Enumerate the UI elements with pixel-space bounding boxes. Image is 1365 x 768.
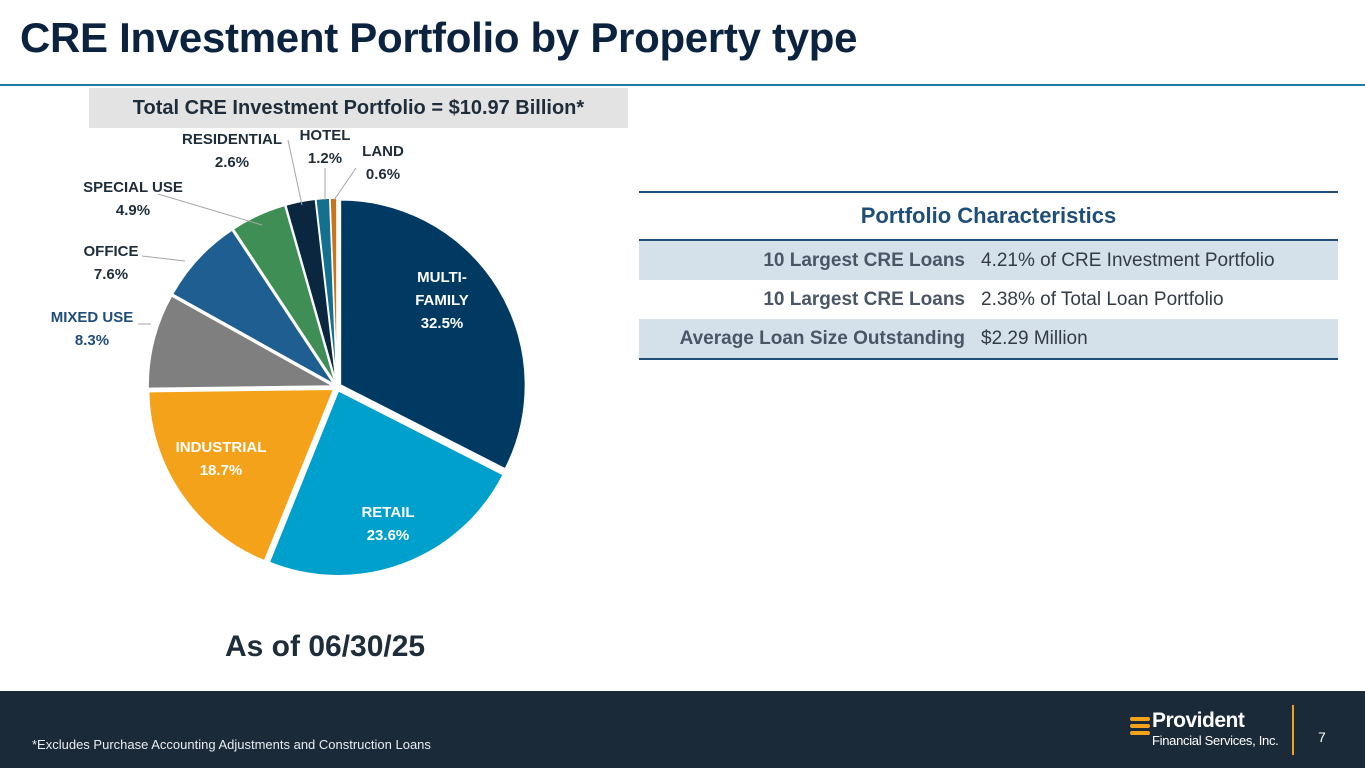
footnote: *Excludes Purchase Accounting Adjustment… — [32, 737, 431, 752]
logo-name: Provident — [1152, 709, 1245, 732]
title-divider — [0, 84, 1365, 86]
slice-label: HOTEL 1.2% — [300, 127, 351, 167]
logo-divider — [1292, 705, 1294, 755]
footer-bar: *Excludes Purchase Accounting Adjustment… — [0, 691, 1365, 768]
table-row: 10 Largest CRE Loans 2.38% of Total Loan… — [639, 280, 1338, 319]
provident-logo-icon — [1130, 717, 1150, 735]
pie-slice-industrial — [147, 388, 335, 562]
leader-line — [333, 167, 357, 201]
leader-line — [157, 193, 263, 226]
slice-label: INDUSTRIAL 18.7% — [176, 439, 267, 479]
slice-label: SPECIAL USE 4.9% — [83, 179, 183, 219]
pie-slice-office — [171, 228, 335, 385]
slice-label: OFFICE 7.6% — [84, 243, 139, 283]
row-label: Average Loan Size Outstanding — [679, 327, 965, 349]
slice-label: RESIDENTIAL 2.6% — [182, 131, 282, 171]
leader-line — [287, 139, 303, 206]
pie-slice-mixeduse — [147, 294, 336, 390]
pie-slice-land — [329, 197, 338, 384]
table-heading: Portfolio Characteristics — [639, 193, 1338, 241]
logo-subtitle: Financial Services, Inc. — [1152, 733, 1279, 748]
slice-label: RETAIL 23.6% — [361, 504, 414, 544]
portfolio-characteristics-table: Portfolio Characteristics 10 Largest CRE… — [639, 191, 1338, 360]
table-row: Average Loan Size Outstanding $2.29 Mill… — [639, 319, 1338, 360]
page-title: CRE Investment Portfolio by Property typ… — [20, 14, 858, 61]
pie-slice-specialuse — [232, 204, 337, 384]
table-top-rule — [639, 191, 1338, 193]
slice-label: MULTI-FAMILY 32.5% — [415, 269, 469, 332]
row-value: 4.21% of CRE Investment Portfolio — [981, 249, 1275, 271]
page-number: 7 — [1318, 729, 1326, 745]
row-label: 10 Largest CRE Loans — [763, 288, 965, 310]
leader-line — [141, 255, 186, 262]
pie-chart: MULTI-FAMILY 32.5% RETAIL 23.6% INDUSTRIAL 18… — [51, 127, 527, 577]
as-of-date: As of 06/30/25 — [225, 630, 426, 663]
row-value: $2.29 Million — [981, 327, 1088, 349]
table-row: 10 Largest CRE Loans 4.21% of CRE Invest… — [639, 241, 1338, 280]
row-label: 10 Largest CRE Loans — [763, 249, 965, 271]
pie-slice-multifamily — [339, 199, 527, 470]
slice-label: LAND 0.6% — [362, 143, 404, 183]
pie-slice-retail — [268, 389, 505, 577]
row-value: 2.38% of Total Loan Portfolio — [981, 288, 1224, 310]
total-portfolio-banner: Total CRE Investment Portfolio = $10.97 … — [89, 88, 628, 128]
slice-label: MIXED USE 8.3% — [51, 309, 134, 349]
